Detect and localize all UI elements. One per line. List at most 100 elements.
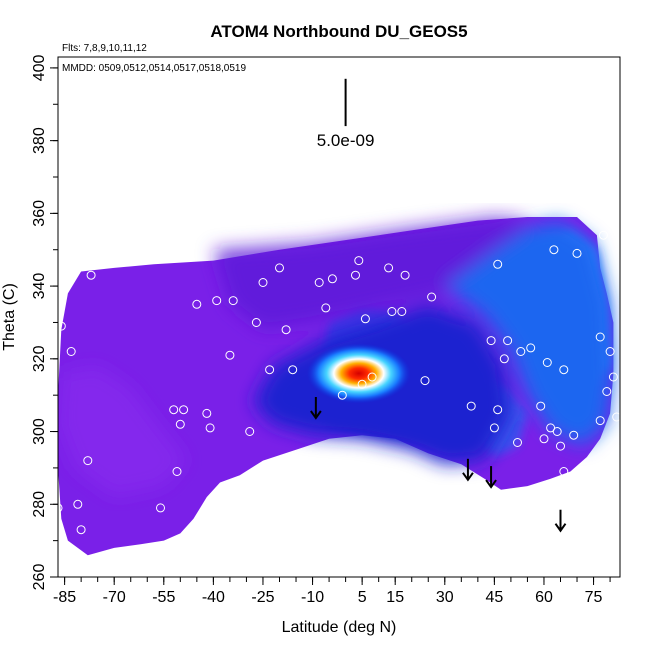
flight-points xyxy=(58,230,620,535)
x-tick-label: -85 xyxy=(53,589,76,606)
flight-point xyxy=(608,372,618,382)
flight-point xyxy=(202,408,212,418)
mmdd-note: MMDD: 0509,0512,0514,0517,0518,0519 xyxy=(62,63,246,74)
flight-point xyxy=(542,358,552,367)
flight-point xyxy=(360,314,370,324)
arrow-head xyxy=(485,479,497,489)
y-tick-label: 360 xyxy=(31,200,48,227)
flight-point xyxy=(599,230,608,240)
arrow-head xyxy=(462,472,474,482)
flight-point xyxy=(265,365,275,375)
arrows xyxy=(310,397,567,533)
field-region-east xyxy=(444,220,614,447)
down-arrow xyxy=(485,466,497,489)
flight-point xyxy=(275,263,284,273)
flight-point xyxy=(225,350,235,360)
flight-point xyxy=(156,503,165,513)
flight-point xyxy=(466,401,476,411)
flight-point xyxy=(539,434,549,444)
flight-point xyxy=(258,278,268,287)
flight-point xyxy=(66,347,76,356)
flight-point xyxy=(228,296,238,306)
flight-point xyxy=(486,336,496,346)
flight-point xyxy=(169,405,179,415)
plot-frame xyxy=(57,56,621,578)
flight-point xyxy=(245,427,255,436)
down-arrow xyxy=(554,509,567,533)
flight-point xyxy=(367,372,377,382)
flight-point xyxy=(503,336,513,346)
flight-point xyxy=(427,292,437,302)
flight-point xyxy=(552,427,562,436)
flight-point xyxy=(212,296,222,306)
flight-point xyxy=(612,412,620,422)
down-arrow xyxy=(462,458,474,482)
flight-point xyxy=(205,423,215,433)
x-tick-label: -25 xyxy=(251,589,274,606)
flight-point xyxy=(281,325,291,335)
x-tick-label: 45 xyxy=(485,589,503,606)
x-tick-label: -10 xyxy=(301,589,324,606)
flight-point xyxy=(76,525,86,535)
flight-point xyxy=(288,365,298,375)
flight-point xyxy=(420,376,430,386)
y-tick-label: 260 xyxy=(31,564,48,591)
y-tick-label: 400 xyxy=(31,54,48,81)
y-tick-label: 340 xyxy=(31,273,48,300)
x-tick-label: 5 xyxy=(358,589,367,606)
scale-bar-label: 5.0e-09 xyxy=(317,131,375,150)
field-layer xyxy=(58,217,620,556)
flight-point xyxy=(175,419,185,429)
chart-title: ATOM4 Northbound DU_GEOS5 xyxy=(210,22,467,41)
flight-point xyxy=(526,343,536,353)
y-axis-label: Theta (C) xyxy=(1,283,18,351)
flight-point xyxy=(337,390,347,400)
x-tick-label: -40 xyxy=(202,589,225,606)
flight-point xyxy=(83,456,93,466)
flight-point xyxy=(569,430,579,440)
y-tick-label: 280 xyxy=(31,491,48,518)
x-tick-label: 75 xyxy=(585,589,603,606)
x-tick-label: 30 xyxy=(436,589,454,606)
field-core xyxy=(306,343,411,404)
x-axis: -85 -70 -55 -40 -25 -10 5 15 30 45 60 75 xyxy=(53,577,611,606)
x-axis-label: Latitude (deg N) xyxy=(282,619,397,636)
flight-point xyxy=(559,467,569,476)
flight-point xyxy=(572,248,582,258)
flight-point xyxy=(595,416,605,426)
flight-point xyxy=(192,299,202,309)
flight-point xyxy=(86,270,96,280)
flight-point xyxy=(493,405,503,415)
flight-point xyxy=(179,405,189,415)
flight-point xyxy=(513,438,522,447)
flight-point xyxy=(556,441,565,451)
down-arrow xyxy=(310,397,322,420)
flight-point xyxy=(387,307,397,316)
flight-point xyxy=(314,278,324,287)
y-axis: 260 280 300 320 340 360 380 400 xyxy=(31,54,58,590)
flight-point xyxy=(354,256,364,266)
flight-point xyxy=(172,467,182,476)
y-tick-label: 320 xyxy=(31,345,48,372)
flight-point xyxy=(73,499,83,509)
arrow-head xyxy=(554,523,567,533)
flight-point xyxy=(499,354,509,364)
x-tick-label: 60 xyxy=(535,589,553,606)
flight-point xyxy=(351,270,360,280)
flight-point xyxy=(397,307,407,316)
flight-point xyxy=(493,259,503,269)
y-tick-label: 380 xyxy=(31,127,48,154)
arrow-head xyxy=(310,410,322,420)
flight-point xyxy=(489,423,499,433)
flight-point xyxy=(559,365,569,375)
flights-note: Flts: 7,8,9,10,11,12 xyxy=(62,43,147,54)
flight-point xyxy=(516,347,526,356)
y-tick-label: 300 xyxy=(31,418,48,445)
x-tick-label: -70 xyxy=(103,589,126,606)
flight-point xyxy=(327,274,337,284)
flight-point xyxy=(549,245,559,255)
flight-point xyxy=(251,318,261,327)
flight-point xyxy=(357,379,367,389)
field-blobs-soft xyxy=(58,217,614,497)
